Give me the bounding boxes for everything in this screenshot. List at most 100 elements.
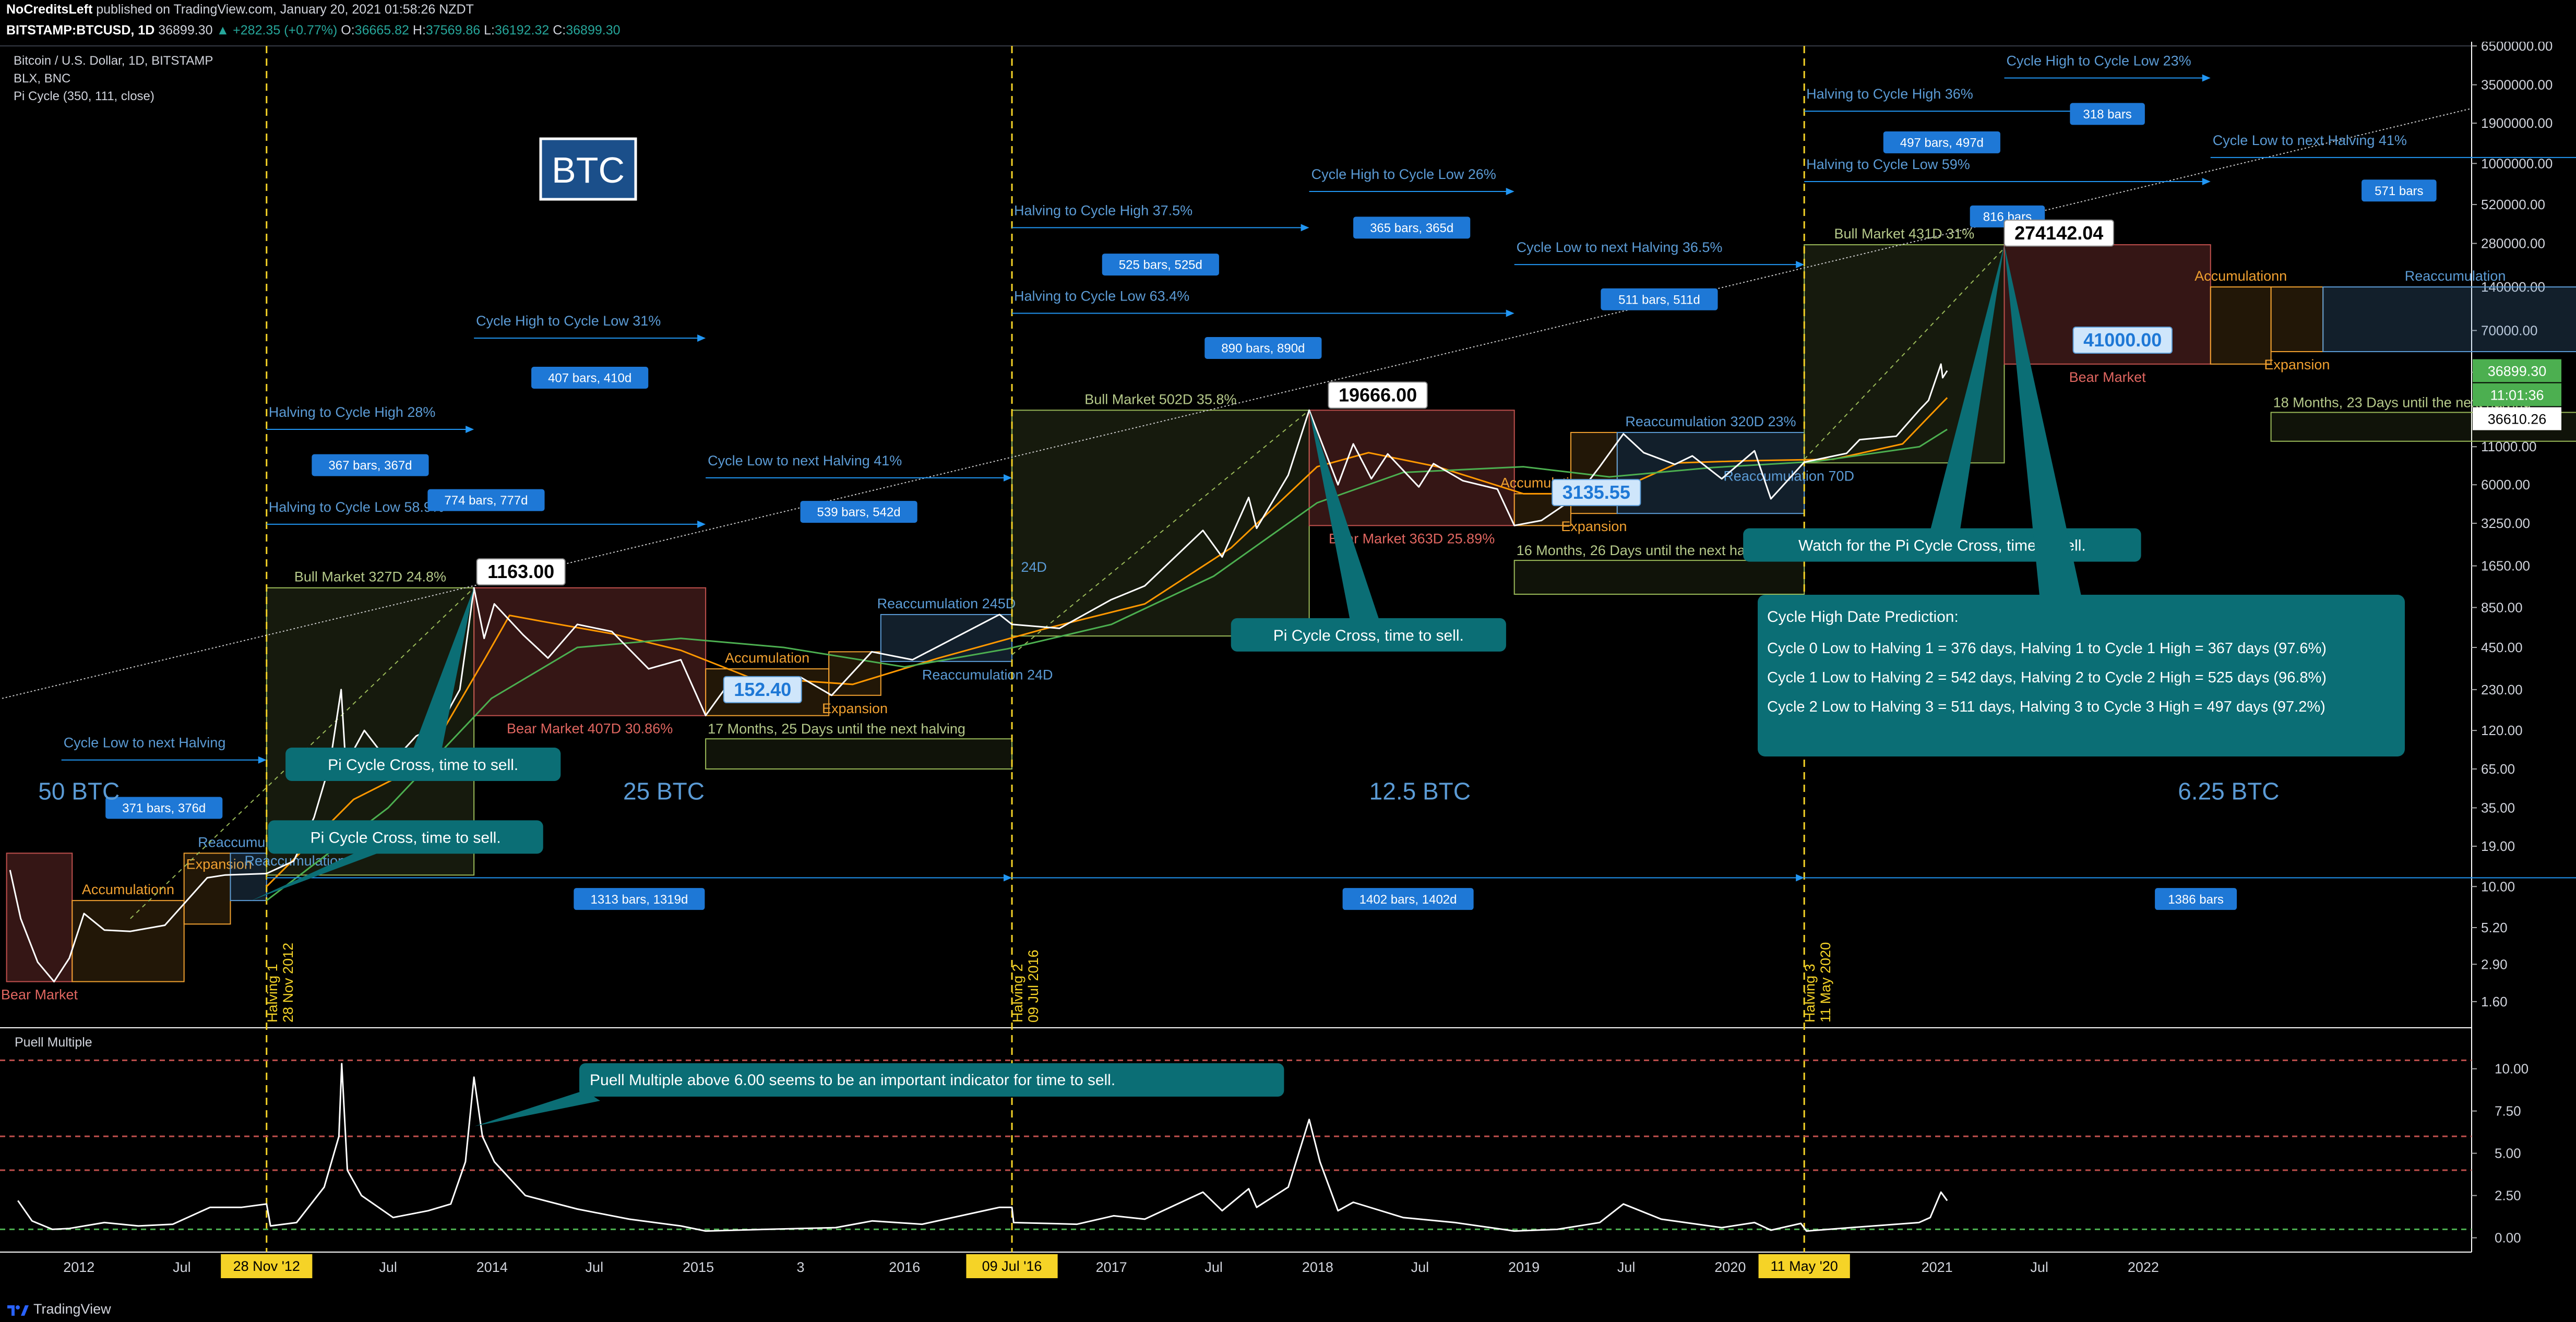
- time-axis-label: 2022: [2128, 1259, 2159, 1275]
- measure-bars-badge: 890 bars, 890d: [1221, 342, 1305, 356]
- price-axis-label: 450.00: [2481, 640, 2523, 655]
- measure-bars-badge: 1386 bars: [2168, 893, 2224, 907]
- symbol-label[interactable]: BITSTAMP:BTCUSD, 1D: [6, 23, 155, 38]
- halving-label: 28 Nov 2012: [280, 943, 296, 1023]
- prediction-title: Cycle High Date Prediction:: [1767, 608, 1959, 626]
- halving-label: 09 Jul 2016: [1025, 950, 1041, 1023]
- zone-accum: [183, 852, 231, 925]
- zone-label: Bull Market 431D 31%: [1834, 226, 1975, 242]
- time-axis-label: 2012: [63, 1259, 94, 1275]
- price-axis-label: 6500000.00: [2481, 42, 2553, 54]
- measure-arrow-head: [466, 425, 474, 433]
- halving-label-group: Halving 2 09 Jul 2016: [1010, 950, 1041, 1023]
- zone-bull: [1011, 410, 1310, 637]
- brand-name[interactable]: TradingView: [33, 1301, 111, 1317]
- zone-label: Expansion: [822, 701, 888, 716]
- callout-text: Pi Cycle Cross, time to sell.: [328, 756, 518, 774]
- zone-label: Accumulationn: [82, 882, 174, 897]
- block-reward-label: 25 BTC: [623, 777, 705, 804]
- legend-line: Pi Cycle (350, 111, close): [14, 89, 154, 103]
- price-label-box: [476, 558, 566, 586]
- callout-box: [268, 820, 543, 854]
- measure-label: Cycle High to Cycle Low 23%: [2006, 53, 2191, 68]
- price-label-box: [1552, 479, 1641, 507]
- puell-line: [17, 1063, 1948, 1232]
- time-axis-highlight-box: [966, 1254, 1058, 1278]
- measure-arrow-head: [1796, 874, 1805, 882]
- measure-arrow-head: [2202, 177, 2211, 185]
- log-trendline: [2, 107, 2472, 699]
- last-price-tag-label: 36899.30: [2488, 364, 2547, 379]
- prediction-pointer: [2004, 245, 2081, 596]
- zone-label: Bull Market 502D 35.8%: [1084, 391, 1236, 407]
- measure-bars-badge: 539 bars, 542d: [817, 506, 901, 520]
- publisher-line: NoCreditsLeft published on TradingView.c…: [6, 2, 474, 17]
- zone-label: Expansion: [2264, 357, 2330, 372]
- puell-axis-label: 2.50: [2495, 1188, 2521, 1204]
- time-axis-highlight-label: 11 May '20: [1771, 1258, 1838, 1274]
- last-price-tag: [2473, 359, 2561, 382]
- price-label: 41000.00: [2083, 329, 2162, 351]
- time-axis-label: Jul: [2030, 1259, 2048, 1275]
- footer-bar: TradingView: [0, 1297, 2576, 1322]
- author-name[interactable]: NoCreditsLeft: [6, 2, 93, 17]
- measure-arrow-head: [1506, 188, 1514, 196]
- up-arrow-icon: ▲: [216, 23, 230, 38]
- measure-arrow-head: [697, 334, 706, 342]
- zone-reaccum: [2322, 286, 2576, 352]
- time-axis-label: 2020: [1714, 1259, 1746, 1275]
- chart-canvas[interactable]: 6500000.00 3500000.00 1900000.00 1000000.00…: [0, 42, 2576, 1297]
- puell-axis-label: 0.00: [2495, 1230, 2521, 1246]
- measure-bars-badge: 525 bars, 525d: [1119, 258, 1202, 272]
- zone-bear: [6, 852, 73, 982]
- time-axis-highlight-label: 28 Nov '12: [233, 1258, 300, 1274]
- price-label: 274142.04: [2014, 222, 2103, 244]
- high-label: H:: [412, 23, 426, 38]
- callout-box: [1231, 618, 1506, 652]
- measure-label: Halving to Cycle High 28%: [269, 404, 436, 420]
- time-axis-label: 2014: [476, 1259, 508, 1275]
- measure-label: Cycle Low to next Halving 41%: [2213, 133, 2407, 148]
- measure-label: Cycle High to Cycle Low 31%: [476, 313, 661, 329]
- zone-reaccum: [230, 852, 267, 902]
- measure-bars-badge: 774 bars, 777d: [444, 494, 528, 508]
- puell-callout-box: [579, 1063, 1284, 1097]
- symbol-line: BITSTAMP:BTCUSD, 1D 36899.30 ▲ +282.35 (…: [6, 23, 621, 38]
- legend-line: Bitcoin / U.S. Dollar, 1D, BITSTAMP: [14, 54, 213, 68]
- price-axis-label: 70000.00: [2481, 322, 2537, 338]
- low-label: L:: [484, 23, 495, 38]
- btc-logo-box: [539, 137, 637, 201]
- measure-bars-badge-box: [2070, 103, 2145, 125]
- until-halving-label: 17 Months, 25 Days until the next halvin…: [708, 721, 965, 737]
- price-axis-label: 6000.00: [2481, 477, 2530, 492]
- halving-label: Halving 1: [265, 964, 280, 1023]
- open-label: O:: [341, 23, 355, 38]
- time-axis-label: Jul: [1617, 1259, 1636, 1275]
- tradingview-logo-icon: [7, 1305, 29, 1316]
- time-axis-label: 3: [797, 1259, 805, 1275]
- price-label-box: [723, 676, 802, 703]
- zone-label: Expansion: [1561, 519, 1627, 534]
- measure-arrow-head: [697, 520, 706, 528]
- time-axis-label: 2016: [889, 1259, 920, 1275]
- price-label: 3135.55: [1563, 482, 1630, 503]
- last-price: 36899.30: [158, 23, 213, 38]
- measure-arrow-head: [1796, 261, 1805, 269]
- measure-bars-badge: 367 bars, 367d: [328, 459, 412, 473]
- puell-axis-label: 7.50: [2495, 1103, 2521, 1119]
- last-price-tag-label: 36610.26: [2488, 412, 2547, 427]
- time-axis-label: 2019: [1508, 1259, 1540, 1275]
- zone-bear: [473, 587, 707, 716]
- price-axis-label: 2.90: [2481, 956, 2508, 972]
- time-axis-label: 2018: [1302, 1259, 1333, 1275]
- measure-bars-badge: 1313 bars, 1319d: [590, 893, 688, 907]
- measure-label: Halving to Cycle High 37.5%: [1014, 202, 1192, 218]
- measure-bars-badge: 1402 bars, 1402d: [1359, 893, 1457, 907]
- time-axis-highlight-box: [221, 1254, 313, 1278]
- zone-label: Reaccumulation 245D: [877, 596, 1016, 611]
- callout-box: [285, 748, 561, 782]
- measure-bars-badge-box: [574, 888, 705, 910]
- pi-cycle-ma-350: [266, 428, 1948, 902]
- measure-bars-badge: 365 bars, 365d: [1370, 221, 1453, 235]
- prediction-line: Cycle 2 Low to Halving 3 = 511 days, Hal…: [1767, 699, 2325, 715]
